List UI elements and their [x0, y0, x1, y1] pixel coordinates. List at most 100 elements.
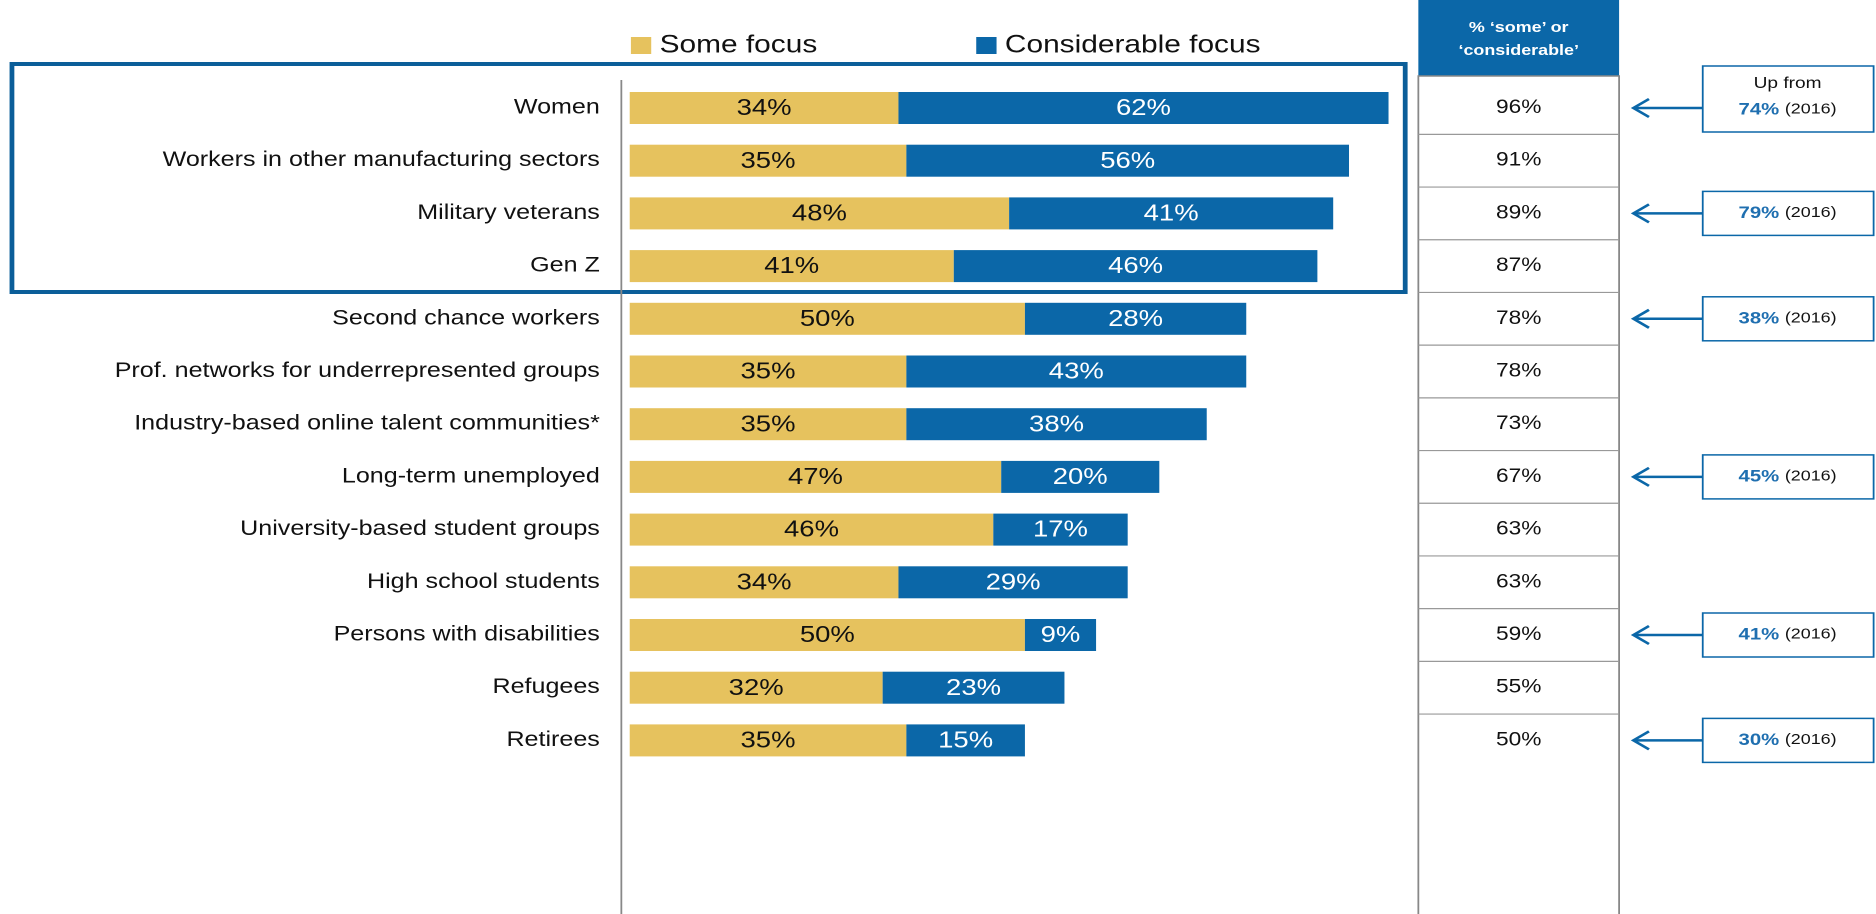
annotation-box — [1701, 717, 1875, 764]
bar-segment — [1001, 460, 1160, 493]
bar-value-label: 34% — [737, 95, 792, 120]
bar-segment — [629, 460, 1002, 493]
bar-value-label: 35% — [741, 148, 796, 173]
bar-value-label: 48% — [792, 201, 847, 226]
bar-value-label: 50% — [800, 306, 855, 331]
bar-value-label: 28% — [1108, 306, 1163, 331]
annotation-value: 74% — [1739, 99, 1780, 118]
annotation-box — [1701, 296, 1875, 342]
bar-value-label: 29% — [986, 569, 1041, 594]
category-label: Gen Z — [530, 253, 600, 277]
bar-segment — [629, 619, 1025, 651]
table-cell: 59% — [1496, 624, 1541, 645]
bar-segment — [906, 144, 1350, 177]
annotation-value: 30% — [1739, 729, 1780, 748]
table-header-bg — [1418, 0, 1620, 76]
bar-segment — [1024, 302, 1247, 335]
bar-segment — [629, 302, 1025, 335]
table-cell: 50% — [1496, 729, 1541, 750]
bar-segment — [629, 724, 907, 757]
bar-value-label: 38% — [1029, 411, 1084, 436]
table-cell: 63% — [1496, 518, 1541, 539]
category-label: Persons with disabilities — [334, 621, 600, 645]
highlight-box — [9, 62, 1408, 294]
category-label: Second chance workers — [332, 305, 600, 329]
bar-value-label: 35% — [741, 359, 796, 384]
bar-value-label: 41% — [1144, 201, 1199, 226]
table-cell: 63% — [1496, 571, 1541, 592]
bar-segment — [629, 513, 994, 546]
table-cell: 78% — [1496, 360, 1541, 381]
bar-segment — [629, 197, 1010, 230]
annotation-note: (2016) — [1785, 309, 1837, 326]
bar-value-label: 43% — [1049, 359, 1104, 384]
bar-value-label: 15% — [938, 728, 993, 753]
arrow-head — [1630, 624, 1650, 646]
bar-segment — [898, 92, 1389, 124]
category-label: Women — [514, 94, 600, 118]
bar-value-label: 35% — [741, 728, 796, 753]
legend-swatch — [976, 37, 997, 54]
category-label: High school students — [367, 569, 600, 593]
bar-segment — [898, 566, 1128, 599]
bar-segment — [1024, 619, 1097, 651]
annotation-note: (2016) — [1785, 204, 1837, 221]
annotation-text: 41% (2016) — [1739, 624, 1837, 643]
annotation-note: (2016) — [1785, 731, 1837, 748]
bar-segment — [993, 513, 1128, 546]
bar-value-label: 50% — [800, 622, 855, 647]
bar-segment — [906, 724, 1025, 757]
annotation-value: 79% — [1739, 202, 1780, 221]
bar-segment — [906, 408, 1207, 441]
bar-segment — [882, 671, 1065, 704]
table-cell: 55% — [1496, 676, 1541, 697]
bar-segment — [629, 408, 907, 441]
annotation-text: 79% (2016) — [1739, 202, 1837, 221]
bar-value-label: 47% — [788, 464, 843, 489]
category-label: Long-term unemployed — [342, 463, 600, 487]
bar-value-label: 17% — [1033, 517, 1088, 542]
bar-value-label: 62% — [1116, 95, 1171, 120]
bar-value-label: 46% — [784, 517, 839, 542]
table-cell: 67% — [1496, 466, 1541, 487]
annotation-text: 38% (2016) — [1739, 308, 1837, 327]
bar-value-label: 46% — [1108, 253, 1163, 278]
annotation-text: 74% (2016) — [1739, 99, 1837, 118]
table-cell: 96% — [1496, 97, 1541, 118]
arrow-head — [1630, 730, 1650, 751]
table-header: ‘considerable’ — [1458, 41, 1578, 58]
legend-label: Some focus — [660, 30, 818, 58]
table-cell: 89% — [1496, 202, 1541, 223]
category-label: University-based student groups — [240, 516, 600, 540]
bar-segment — [1009, 197, 1334, 230]
bar-value-label: 34% — [737, 569, 792, 594]
annotation-note: (2016) — [1785, 625, 1837, 642]
annotation-note: (2016) — [1785, 467, 1837, 484]
legend-label: Considerable focus — [1005, 30, 1261, 58]
bar-value-label: 56% — [1100, 148, 1155, 173]
annotation-box — [1701, 612, 1875, 658]
annotation-box — [1701, 190, 1875, 237]
annotation-value: 41% — [1739, 624, 1780, 643]
table-header: % ‘some’ or — [1469, 18, 1569, 35]
table-cell: 91% — [1496, 149, 1541, 170]
category-label: Retirees — [506, 727, 599, 751]
bar-segment — [629, 144, 907, 177]
bar-segment — [629, 92, 899, 124]
table-cell: 87% — [1496, 255, 1541, 276]
annotation-box — [1701, 65, 1875, 133]
annotation-value: 45% — [1739, 466, 1780, 485]
bar-segment — [629, 671, 883, 704]
table-cell: 78% — [1496, 307, 1541, 328]
category-label: Military veterans — [417, 200, 600, 224]
category-label: Industry-based online talent communities… — [134, 411, 600, 435]
annotation-box — [1701, 454, 1875, 500]
bar-segment — [906, 355, 1247, 388]
annotation-text: 45% (2016) — [1739, 466, 1837, 485]
annotation-text: 30% (2016) — [1739, 729, 1837, 748]
bar-value-label: 9% — [1041, 622, 1081, 647]
bar-value-label: 23% — [946, 675, 1001, 700]
annotation-lead: Up from — [1754, 74, 1822, 92]
